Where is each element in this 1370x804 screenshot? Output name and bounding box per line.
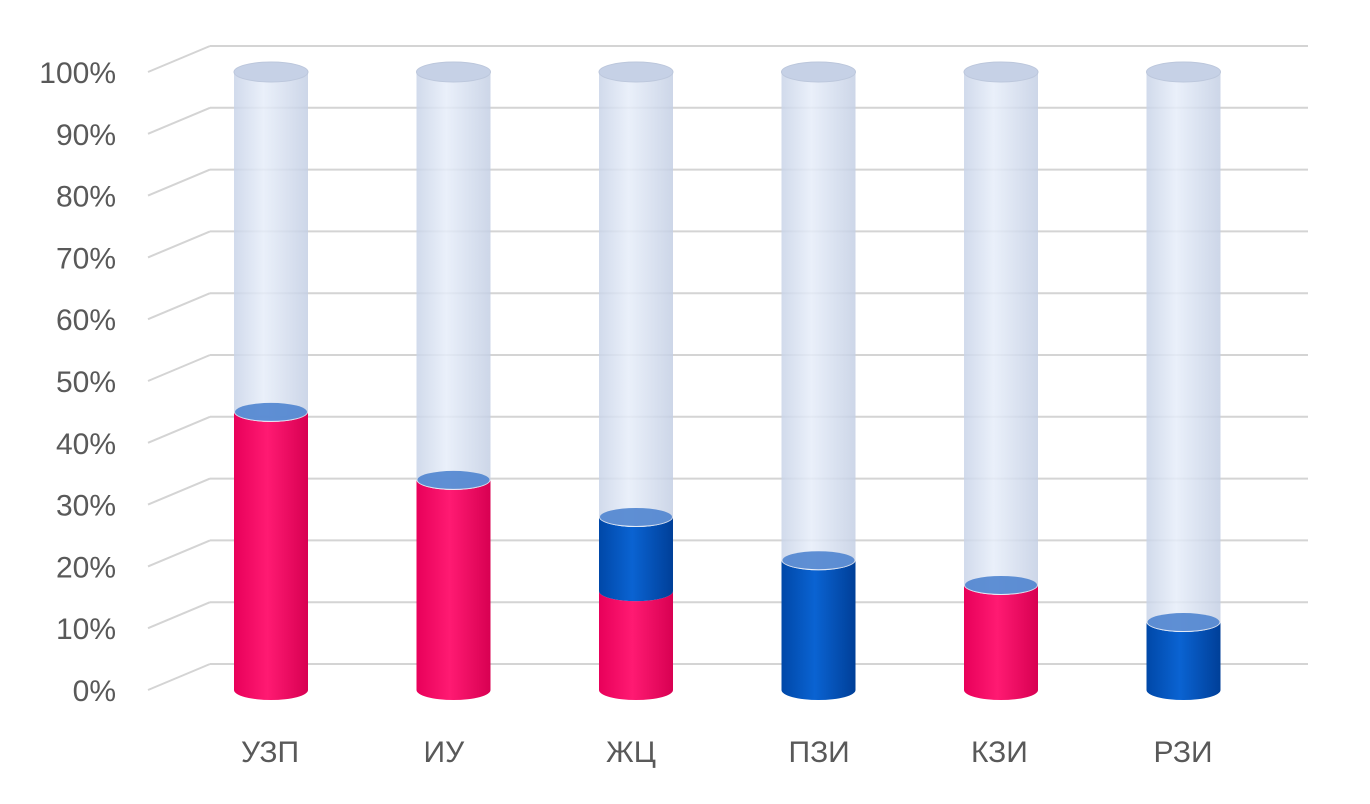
bar-segment [234, 72, 308, 422]
bar-segment [781, 560, 856, 700]
grid [147, 45, 1308, 691]
x-tick-label: УЗП [241, 736, 299, 769]
bar-group [416, 61, 491, 700]
bar-segment [416, 72, 491, 490]
bar-segment [599, 72, 673, 527]
y-tick-label: 10% [56, 613, 116, 646]
bar-segment [234, 411, 308, 700]
bars [233, 61, 1221, 700]
y-tick-label: 0% [73, 675, 116, 708]
bar-segment [964, 584, 1038, 700]
y-axis-ticks: 0% 10% 20% 30% 40% 50% 60% 70% 80% 90% 100% [39, 57, 116, 708]
bar-group [233, 61, 309, 700]
bar-group [963, 61, 1039, 700]
y-tick-label: 80% [56, 181, 116, 214]
x-tick-label: КЗИ [971, 736, 1028, 769]
bar-segment-top [600, 507, 672, 526]
bar-cap [963, 61, 1039, 83]
gridline [147, 354, 1308, 382]
bar-segment [599, 516, 673, 602]
y-tick-label: 30% [56, 490, 116, 523]
y-tick-label: 50% [56, 366, 116, 399]
bar-cap [598, 61, 674, 83]
y-tick-label: 40% [56, 428, 116, 461]
bar-segment-top [1147, 613, 1220, 632]
gridline [147, 106, 1308, 135]
gridline [147, 663, 1308, 691]
bar-segment [964, 72, 1038, 595]
x-tick-label: РЗИ [1154, 736, 1213, 769]
bar-cap [233, 61, 309, 83]
bar-segment-top [782, 551, 855, 570]
bar-segment [416, 479, 491, 700]
gridline [147, 45, 1308, 73]
gridline [147, 539, 1308, 568]
gridline [147, 292, 1308, 321]
x-tick-label: ИУ [424, 736, 466, 769]
y-tick-label: 90% [56, 119, 116, 152]
bar-cap [1146, 61, 1221, 83]
y-tick-label: 20% [56, 551, 116, 584]
bar-segment [1146, 72, 1221, 633]
bar-cap [416, 61, 491, 83]
gridline [147, 477, 1308, 506]
gridline [147, 230, 1308, 259]
y-tick-label: 70% [56, 242, 116, 275]
x-tick-label: ЖЦ [606, 736, 656, 769]
bar-group [1146, 61, 1221, 700]
x-axis-ticks: УЗП ИУ ЖЦ ПЗИ КЗИ РЗИ [241, 736, 1213, 769]
gridline [147, 601, 1308, 630]
bar-segment [599, 591, 673, 700]
bar-segment [1146, 622, 1221, 700]
bar-segment-top [417, 470, 490, 489]
y-tick-label: 60% [56, 304, 116, 337]
bar-segment-top [235, 402, 307, 421]
bar-group [781, 61, 856, 700]
bar-segment [781, 72, 856, 571]
bar-cap [781, 61, 856, 83]
gridline [147, 415, 1308, 444]
y-tick-label: 100% [39, 57, 116, 90]
bar-group [598, 61, 674, 700]
x-tick-label: ПЗИ [789, 736, 850, 769]
bar-segment-top [965, 575, 1037, 594]
gridline [147, 168, 1308, 197]
